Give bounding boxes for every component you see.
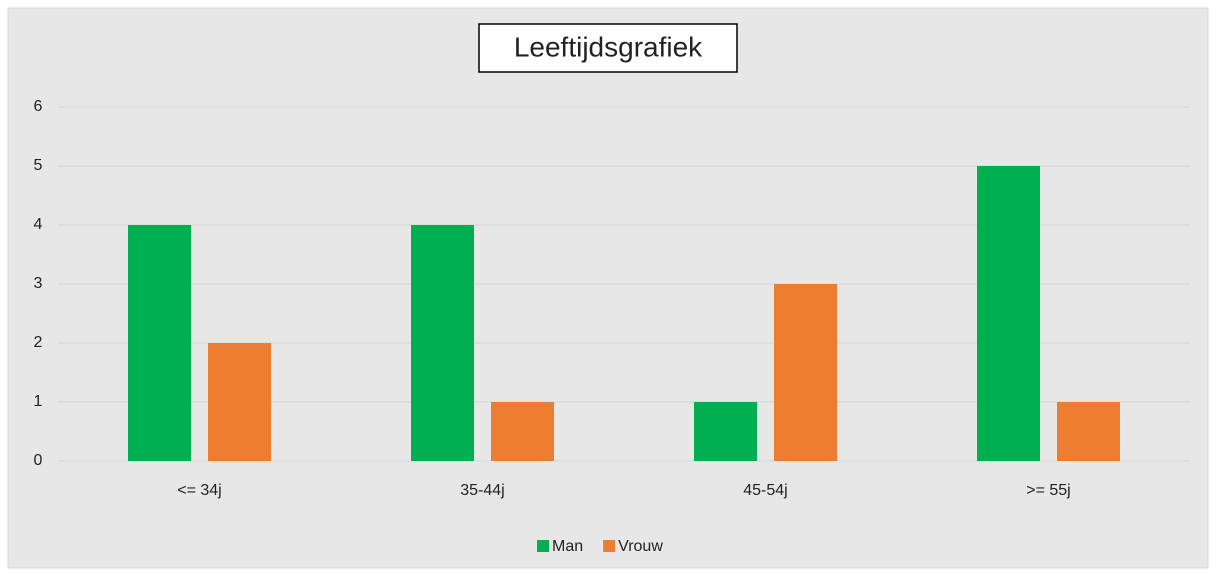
bar: [208, 343, 271, 461]
bar: [977, 166, 1040, 461]
legend-swatch: [537, 540, 549, 552]
bar: [128, 225, 191, 461]
bar: [774, 284, 837, 461]
x-tick-label: >= 55j: [1026, 482, 1070, 499]
y-tick-label: 1: [34, 393, 43, 410]
y-tick-label: 5: [34, 157, 43, 174]
x-tick-label: <= 34j: [177, 482, 221, 499]
bar: [491, 402, 554, 461]
legend-label: Vrouw: [618, 538, 663, 555]
y-tick-label: 6: [34, 98, 43, 115]
y-tick-label: 3: [34, 275, 43, 292]
x-tick-label: 35-44j: [460, 482, 504, 499]
y-tick-label: 2: [34, 334, 43, 351]
y-tick-label: 4: [34, 216, 43, 233]
title-box: [478, 23, 738, 73]
bar: [411, 225, 474, 461]
y-tick-label: 0: [34, 452, 43, 469]
x-tick-label: 45-54j: [743, 482, 787, 499]
bar: [1057, 402, 1120, 461]
legend-swatch: [603, 540, 616, 552]
bar: [694, 402, 757, 461]
legend-label: Man: [552, 538, 583, 555]
chart-title: Leeftijdsgrafiek: [514, 31, 703, 62]
